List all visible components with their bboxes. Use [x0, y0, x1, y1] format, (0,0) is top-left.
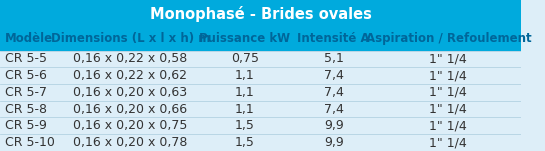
- Text: 9,9: 9,9: [324, 136, 343, 149]
- Text: Dimensions (L x l x h) m: Dimensions (L x l x h) m: [51, 32, 210, 45]
- FancyBboxPatch shape: [0, 27, 522, 51]
- Text: 0,16 x 0,20 x 0,75: 0,16 x 0,20 x 0,75: [73, 119, 187, 132]
- Text: 1,1: 1,1: [235, 86, 255, 99]
- Text: 0,16 x 0,22 x 0,58: 0,16 x 0,22 x 0,58: [73, 52, 187, 65]
- Text: 5,1: 5,1: [324, 52, 343, 65]
- Text: 7,4: 7,4: [324, 69, 343, 82]
- Text: 7,4: 7,4: [324, 86, 343, 99]
- Text: CR 5-9: CR 5-9: [5, 119, 47, 132]
- FancyBboxPatch shape: [0, 117, 522, 134]
- Text: 7,4: 7,4: [324, 103, 343, 116]
- FancyBboxPatch shape: [0, 67, 522, 84]
- Text: CR 5-10: CR 5-10: [5, 136, 55, 149]
- FancyBboxPatch shape: [0, 101, 522, 117]
- Text: 0,16 x 0,22 x 0,62: 0,16 x 0,22 x 0,62: [74, 69, 187, 82]
- FancyBboxPatch shape: [0, 0, 522, 27]
- Text: Intensité A: Intensité A: [298, 32, 370, 45]
- Text: 1,1: 1,1: [235, 103, 255, 116]
- Text: 1" 1/4: 1" 1/4: [429, 69, 467, 82]
- Text: 0,75: 0,75: [231, 52, 259, 65]
- Text: 1" 1/4: 1" 1/4: [429, 103, 467, 116]
- Text: 1" 1/4: 1" 1/4: [429, 86, 467, 99]
- Text: Aspiration / Refoulement: Aspiration / Refoulement: [366, 32, 531, 45]
- Text: 1" 1/4: 1" 1/4: [429, 119, 467, 132]
- Text: 1" 1/4: 1" 1/4: [429, 52, 467, 65]
- Text: Puissance kW: Puissance kW: [199, 32, 290, 45]
- Text: CR 5-5: CR 5-5: [5, 52, 47, 65]
- Text: 9,9: 9,9: [324, 119, 343, 132]
- Text: 1,5: 1,5: [235, 136, 255, 149]
- Text: CR 5-8: CR 5-8: [5, 103, 47, 116]
- Text: 1,1: 1,1: [235, 69, 255, 82]
- FancyBboxPatch shape: [0, 134, 522, 151]
- Text: Modèle: Modèle: [5, 32, 53, 45]
- FancyBboxPatch shape: [0, 51, 522, 67]
- Text: 0,16 x 0,20 x 0,78: 0,16 x 0,20 x 0,78: [73, 136, 187, 149]
- Text: CR 5-6: CR 5-6: [5, 69, 47, 82]
- Text: Monophasé - Brides ovales: Monophasé - Brides ovales: [150, 6, 372, 22]
- FancyBboxPatch shape: [0, 84, 522, 101]
- Text: 1,5: 1,5: [235, 119, 255, 132]
- Text: 0,16 x 0,20 x 0,66: 0,16 x 0,20 x 0,66: [73, 103, 187, 116]
- Text: CR 5-7: CR 5-7: [5, 86, 47, 99]
- Text: 1" 1/4: 1" 1/4: [429, 136, 467, 149]
- Text: 0,16 x 0,20 x 0,63: 0,16 x 0,20 x 0,63: [73, 86, 187, 99]
